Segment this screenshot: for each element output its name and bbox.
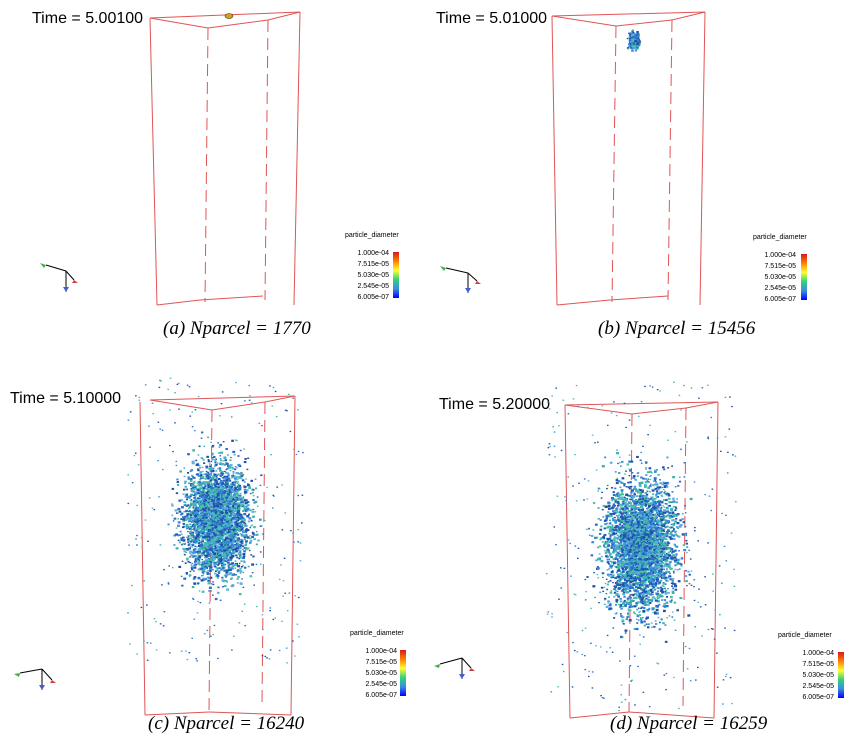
colorbar-tick: 6.005e-07 (802, 694, 834, 701)
colorbar-tick: 6.005e-07 (357, 294, 389, 301)
colorbar-title-d: particle_diameter (778, 632, 832, 639)
colorbar-d (838, 652, 844, 698)
caption-a: (a) Nparcel = 1770 (163, 318, 311, 339)
colorbar-title-a: particle_diameter (345, 232, 399, 239)
colorbar-tick: 2.545e-05 (357, 283, 389, 290)
colorbar-b (801, 254, 807, 300)
axes-triad-d (434, 657, 475, 679)
colorbar-tick: 1.000e-04 (357, 250, 389, 257)
colorbar-tick: 5.030e-05 (365, 670, 397, 677)
colorbar-tick: 2.545e-05 (365, 681, 397, 688)
colorbar-tick: 1.000e-04 (802, 650, 834, 657)
colorbar-tick: 1.000e-04 (764, 252, 796, 259)
colorbar-tick: 6.005e-07 (365, 692, 397, 699)
time-label-a: Time = 5.00100 (32, 10, 144, 27)
colorbar-tick: 2.545e-05 (764, 285, 796, 292)
axes-triad-c (14, 668, 56, 690)
caption-c: (c) Nparcel = 16240 (148, 713, 305, 734)
axes-triad-b (440, 266, 481, 293)
colorbar-tick: 7.515e-05 (764, 263, 796, 270)
spray-cloud-d (545, 381, 737, 712)
time-label-d: Time = 5.20000 (439, 396, 551, 413)
time-label-c: Time = 5.10000 (10, 390, 122, 407)
axes-triad-a (40, 263, 78, 292)
caption-d: (d) Nparcel = 16259 (610, 713, 768, 734)
time-label-b: Time = 5.01000 (436, 10, 548, 27)
caption-b: (b) Nparcel = 15456 (598, 318, 756, 339)
colorbar-title-c: particle_diameter (350, 630, 404, 637)
colorbar-tick: 5.030e-05 (802, 672, 834, 679)
colorbar-title-b: particle_diameter (753, 234, 807, 241)
colorbar-tick: 6.005e-07 (764, 296, 796, 303)
colorbar-tick: 7.515e-05 (365, 659, 397, 666)
colorbar-a (393, 252, 399, 298)
colorbar-c (400, 650, 406, 696)
colorbar-tick: 2.545e-05 (802, 683, 834, 690)
colorbar-tick: 1.000e-04 (365, 648, 397, 655)
colorbar-tick: 7.515e-05 (357, 261, 389, 268)
colorbar-tick: 5.030e-05 (357, 272, 389, 279)
spray-cloud-b (626, 29, 642, 52)
colorbar-tick: 7.515e-05 (802, 661, 834, 668)
spray-cloud-c (127, 377, 304, 664)
colorbar-tick: 5.030e-05 (764, 274, 796, 281)
